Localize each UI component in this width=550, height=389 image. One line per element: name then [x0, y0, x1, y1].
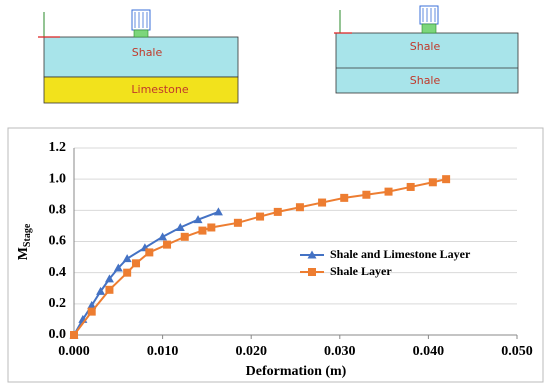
y-tick-label: 1.0	[49, 171, 67, 186]
y-tick-label: 0.4	[49, 265, 67, 280]
point	[96, 286, 106, 295]
point	[362, 190, 371, 199]
y-tick-label: 0.2	[49, 296, 67, 311]
point	[318, 198, 327, 207]
legend-marker	[307, 250, 317, 259]
point	[428, 178, 437, 187]
y-tick-label: 0.6	[49, 234, 67, 249]
layer-label: Shale	[410, 74, 441, 87]
point	[105, 285, 114, 294]
point	[273, 207, 282, 216]
right-diagram: Shale Shale	[334, 5, 519, 94]
point	[163, 240, 172, 249]
point	[87, 300, 97, 309]
legend-label: Shale and Limestone Layer	[330, 247, 471, 261]
point	[233, 218, 242, 227]
point	[256, 212, 265, 221]
x-tick-label: 0.050	[501, 344, 533, 359]
point	[70, 331, 78, 339]
left-diagram: Shale Limestone	[38, 9, 239, 104]
point	[113, 263, 123, 272]
point	[193, 215, 203, 224]
point	[123, 268, 132, 277]
point	[122, 254, 132, 263]
footing	[133, 29, 149, 38]
point	[384, 187, 393, 196]
y-axis-label: MStage	[16, 223, 33, 260]
layer-label: Shale	[410, 40, 441, 53]
limestone-layer	[43, 76, 239, 104]
load-arrows	[134, 12, 148, 28]
y-axis-label-main: M	[16, 247, 31, 260]
point	[87, 307, 96, 316]
x-tick-label: 0.000	[58, 344, 90, 359]
point	[406, 182, 415, 191]
x-tick-label: 0.020	[235, 344, 267, 359]
point	[158, 232, 168, 241]
y-tick-label: 1.2	[49, 140, 67, 155]
point	[213, 207, 223, 216]
y-tick-label: 0.8	[49, 203, 67, 218]
point	[180, 232, 189, 241]
chart-frame	[7, 127, 544, 383]
layer-label: Limestone	[131, 83, 188, 96]
point	[295, 203, 304, 212]
point	[145, 248, 154, 257]
point	[207, 223, 216, 232]
point	[198, 226, 207, 235]
y-axis-label-subscript: Stage	[22, 223, 33, 247]
shale-layer	[335, 32, 519, 94]
legend-label: Shale Layer	[330, 264, 392, 278]
point	[175, 222, 185, 231]
x-tick-label: 0.010	[147, 344, 179, 359]
point	[442, 175, 451, 184]
chart: 0.0 0.2 0.4 0.6 0.8 1.0 1.2 0.000 0.010 0.020 0.03…	[49, 140, 533, 359]
y-tick-label: 0.0	[49, 327, 67, 342]
point	[340, 193, 349, 202]
shale-layer	[43, 36, 239, 78]
point	[104, 274, 114, 283]
legend-marker	[308, 268, 316, 276]
x-axis-label: Deformation (m)	[246, 364, 347, 379]
x-tick-label: 0.030	[324, 344, 356, 359]
load-arrows	[422, 8, 436, 22]
layer-label: Shale	[132, 46, 163, 59]
point	[132, 259, 141, 268]
x-tick-label: 0.040	[413, 344, 445, 359]
footing	[421, 23, 437, 34]
